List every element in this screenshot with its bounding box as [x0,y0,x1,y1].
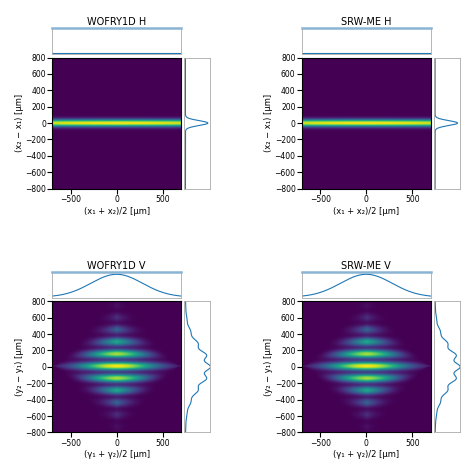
Title: SRW-ME H: SRW-ME H [341,17,392,27]
Y-axis label: (x₂ − x₁) [μm]: (x₂ − x₁) [μm] [264,94,273,152]
Y-axis label: (x₂ − x₁) [μm]: (x₂ − x₁) [μm] [15,94,24,152]
Title: WOFRY1D V: WOFRY1D V [87,261,146,271]
Y-axis label: (y₂ − y₁) [μm]: (y₂ − y₁) [μm] [15,338,24,396]
Y-axis label: (y₂ − y₁) [μm]: (y₂ − y₁) [μm] [264,338,273,396]
Title: WOFRY1D H: WOFRY1D H [87,17,146,27]
X-axis label: (x₁ + x₂)/2 [μm]: (x₁ + x₂)/2 [μm] [83,207,150,216]
Title: SRW-ME V: SRW-ME V [341,261,391,271]
X-axis label: (γ₁ + γ₂)/2 [μm]: (γ₁ + γ₂)/2 [μm] [333,450,400,460]
X-axis label: (x₁ + x₂)/2 [μm]: (x₁ + x₂)/2 [μm] [333,207,400,216]
X-axis label: (γ₁ + γ₂)/2 [μm]: (γ₁ + γ₂)/2 [μm] [83,450,150,460]
